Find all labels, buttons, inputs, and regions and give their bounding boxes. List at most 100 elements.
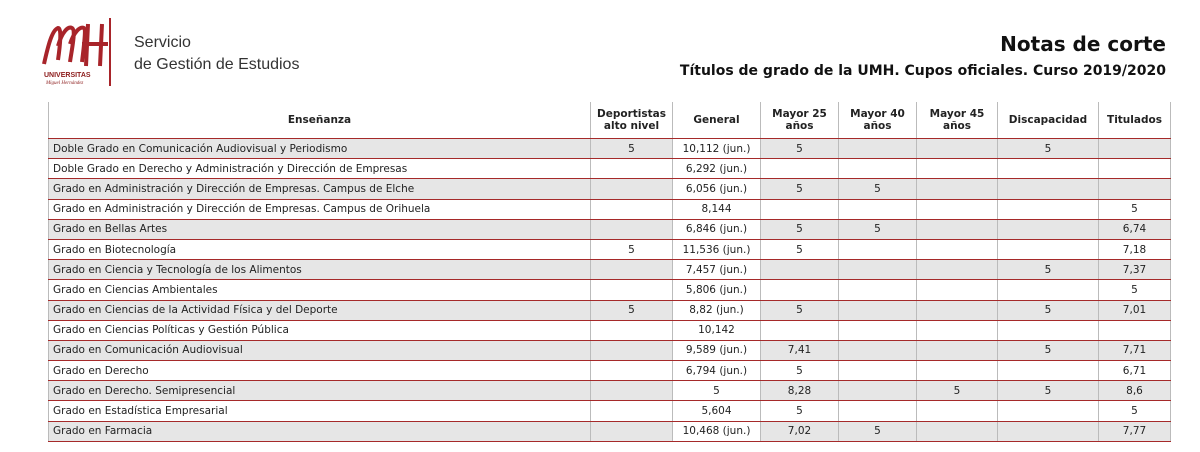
cutoff-cell: [590, 400, 673, 422]
cutoff-cell: 6,292 (jun.): [672, 158, 761, 180]
cutoff-cell: 5: [838, 218, 917, 240]
cutoff-cell: 5: [590, 137, 673, 160]
cutoff-cell: [838, 158, 917, 180]
table-row: Grado en Bellas Artes 6,846 (jun.) 5 5 6,74: [48, 218, 1171, 240]
cutoff-cell: [1098, 319, 1171, 341]
logo-mark: [42, 18, 111, 86]
cutoff-cell: [1098, 178, 1171, 200]
degree-name: Grado en Ciencias Políticas y Gestión Pú…: [48, 319, 591, 341]
cutoff-cell: 10,142: [672, 319, 761, 341]
degree-name: Doble Grado en Derecho y Administración …: [48, 158, 591, 180]
cutoff-cell: [916, 299, 998, 321]
cutoff-cell: 8,144: [672, 198, 761, 220]
cutoff-cell: [1098, 137, 1171, 160]
service-name: de Gestión de Estudios: [134, 56, 300, 73]
table-row: Doble Grado en Comunicación Audiovisual …: [48, 137, 1171, 160]
cutoff-cell: 5: [760, 238, 839, 261]
cutoff-cell: [838, 319, 917, 341]
cutoff-cell: 5: [760, 299, 839, 321]
cutoff-cell: [916, 158, 998, 180]
cutoff-cell: [916, 400, 998, 422]
table-row: Grado en Estadística Empresarial 5,604 5 5: [48, 400, 1171, 422]
cutoff-cell: [997, 360, 1099, 382]
cutoff-cell: 5,806 (jun.): [672, 279, 761, 301]
table-row: Doble Grado en Derecho y Administración …: [48, 158, 1171, 180]
cutoff-cell: [916, 198, 998, 220]
degree-name: Grado en Derecho. Semipresencial: [48, 380, 591, 402]
cutoff-cell: [997, 400, 1099, 422]
cutoff-cell: [916, 218, 998, 240]
cutoff-cell: 6,056 (jun.): [672, 178, 761, 200]
degree-name: Grado en Administración y Dirección de E…: [48, 178, 591, 200]
degree-name: Grado en Derecho: [48, 360, 591, 382]
page-title: Notas de corte: [1000, 32, 1166, 56]
cutoff-cell: [760, 259, 839, 281]
cutoff-cell: 5: [1098, 279, 1171, 301]
column-header: Deportistas alto nivel: [590, 102, 673, 139]
cutoff-cell: 5: [997, 339, 1099, 362]
cutoff-cell: 6,74: [1098, 218, 1171, 240]
degree-name: Grado en Biotecnología: [48, 238, 591, 261]
cutoff-cell: [590, 178, 673, 200]
table-row: Grado en Derecho. Semipresencial 5 8,28 5 5 8…: [48, 380, 1171, 402]
cutoff-cell: [916, 238, 998, 261]
header-row: Enseñanza Deportistas alto nivel General Ma…: [48, 102, 1171, 139]
cutoff-cell: [838, 400, 917, 422]
cutoff-cell: [590, 158, 673, 180]
cutoff-cell: 5,604: [672, 400, 761, 422]
cutoff-cell: [997, 319, 1099, 341]
cutoff-cell: 5: [997, 137, 1099, 160]
cutoff-cell: [590, 259, 673, 281]
cutoff-cell: 5: [590, 299, 673, 321]
cutoff-cell: [838, 198, 917, 220]
table-row: Grado en Ciencias Ambientales 5,806 (jun.…: [48, 279, 1171, 301]
table-row: Grado en Biotecnología 5 11,536 (jun.) 5 7,1…: [48, 238, 1171, 261]
cutoff-cell: 7,457 (jun.): [672, 259, 761, 281]
cutoff-cell: 8,28: [760, 380, 839, 402]
cutoff-cell: [916, 137, 998, 160]
degree-name: Grado en Ciencias de la Actividad Física…: [48, 299, 591, 321]
cutoff-cell: 5: [760, 400, 839, 422]
degree-name: Grado en Estadística Empresarial: [48, 400, 591, 422]
cutoff-cell: 5: [997, 259, 1099, 281]
cutoff-cell: 8,6: [1098, 380, 1171, 402]
column-header: Mayor 40 años: [838, 102, 917, 139]
cutoff-cell: 7,01: [1098, 299, 1171, 321]
table-body: Doble Grado en Comunicación Audiovisual …: [48, 137, 1171, 442]
table-row: Grado en Ciencias Políticas y Gestión Pú…: [48, 319, 1171, 341]
cutoff-cell: 5: [1098, 198, 1171, 220]
degree-name: Grado en Bellas Artes: [48, 218, 591, 240]
cutoff-cell: 7,77: [1098, 420, 1171, 442]
cutoff-cell: [916, 259, 998, 281]
cutoff-cell: [916, 319, 998, 341]
cutoff-cell: 7,18: [1098, 238, 1171, 261]
cutoff-cell: [997, 218, 1099, 240]
grades-table: Enseñanza Deportistas alto nivel General Ma…: [48, 102, 1171, 442]
cutoff-cell: 7,37: [1098, 259, 1171, 281]
cutoff-cell: 5: [760, 137, 839, 160]
service-name: Servicio: [134, 34, 191, 51]
cutoff-cell: 5: [1098, 400, 1171, 422]
cutoff-cell: 7,41: [760, 339, 839, 362]
degree-name: Grado en Ciencia y Tecnología de los Ali…: [48, 259, 591, 281]
cutoff-cell: [760, 279, 839, 301]
cutoff-cell: 5: [590, 238, 673, 261]
cutoff-cell: [590, 279, 673, 301]
cutoff-cell: [838, 299, 917, 321]
cutoff-cell: [590, 198, 673, 220]
degree-name: Grado en Comunicación Audiovisual: [48, 339, 591, 362]
table-row: Grado en Administración y Dirección de E…: [48, 178, 1171, 200]
cutoff-cell: [838, 137, 917, 160]
table-row: Grado en Administración y Dirección de E…: [48, 198, 1171, 220]
table-row: Grado en Comunicación Audiovisual 9,589 (…: [48, 339, 1171, 362]
cutoff-cell: [760, 198, 839, 220]
cutoff-cell: 6,71: [1098, 360, 1171, 382]
cutoff-cell: 11,536 (jun.): [672, 238, 761, 261]
cutoff-cell: 5: [997, 299, 1099, 321]
cutoff-cell: 5: [838, 178, 917, 200]
cutoff-cell: [590, 339, 673, 362]
cutoff-cell: 6,794 (jun.): [672, 360, 761, 382]
cutoff-cell: 10,112 (jun.): [672, 137, 761, 160]
cutoff-cell: 6,846 (jun.): [672, 218, 761, 240]
column-header: Mayor 25 años: [760, 102, 839, 139]
